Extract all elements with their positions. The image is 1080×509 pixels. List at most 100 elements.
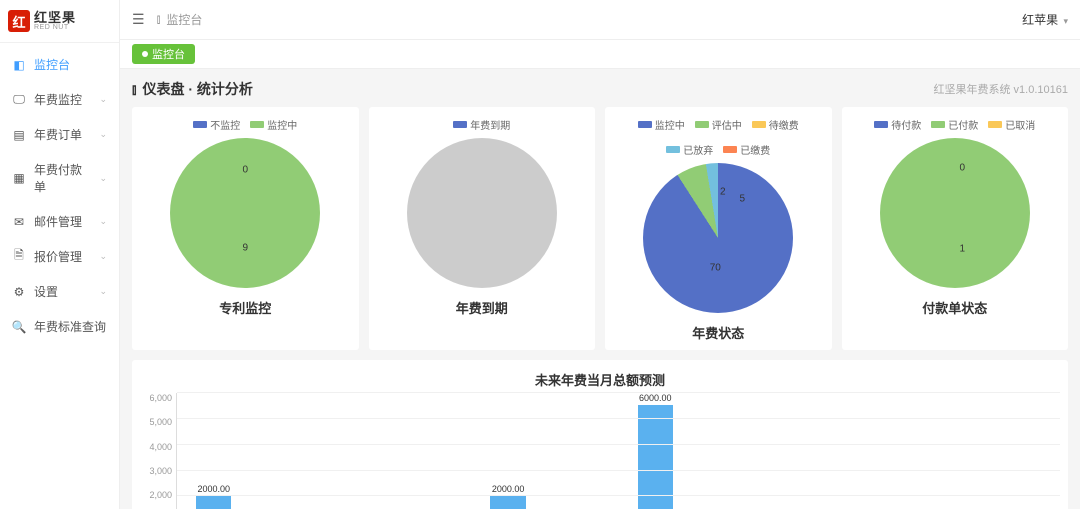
pie [170, 138, 320, 288]
pie-value-label: 2 [720, 186, 726, 197]
bar-col: 300.00 [692, 393, 766, 509]
page-title: ⫾ 仪表盘 · 统计分析 [132, 79, 253, 99]
legend-label: 已取消 [1005, 117, 1035, 132]
legend-label: 待缴费 [769, 117, 799, 132]
bar-col: 300.00 [839, 393, 913, 509]
sidebar-item-5[interactable]: 🗎 报价管理 ⌄ [0, 239, 119, 274]
bar-col: 0.00 [324, 393, 398, 509]
bar-chart-card: 未来年费当月总额预测 6,0005,0004,0003,0002,0001,00… [132, 360, 1068, 509]
user-name: 红苹果 [1022, 13, 1058, 27]
grid-line [177, 418, 1060, 419]
y-tick: 4,000 [149, 442, 172, 452]
logo-text-cn: 红坚果 [34, 11, 76, 24]
y-tick: 2,000 [149, 490, 172, 500]
bar-value-label: 2000.00 [492, 484, 525, 494]
nav-label: 年费订单 [34, 126, 91, 143]
legend-label: 已缴费 [740, 142, 770, 157]
sidebar-item-7[interactable]: 🔍 年费标准查询 [0, 309, 119, 344]
topbar: ☰ ⫾ 监控台 红苹果 ▾ [120, 0, 1080, 40]
pie-chart: 7052 [643, 163, 793, 313]
legend: 监控中评估中 待缴费已放弃 已缴费 [613, 117, 824, 157]
chevron-down-icon: ⌄ [99, 286, 107, 297]
pie-chart [407, 138, 557, 288]
nav-icon: ◧ [12, 58, 26, 72]
page-titlebar: ⫾ 仪表盘 · 统计分析 红坚果年费系统 v1.0.10161 [132, 79, 1068, 99]
legend-swatch [638, 121, 652, 128]
pie-title: 年费到期 [456, 298, 508, 317]
bar-value-label: 6000.00 [639, 393, 672, 403]
pie-card-0: 不监控监控中 09 专利监控 [132, 107, 359, 350]
main: ☰ ⫾ 监控台 红苹果 ▾ 监控台 ⫾ 仪表盘 · 统计分析 [120, 0, 1080, 509]
logo: 红 红坚果 RED NUT [0, 0, 119, 43]
legend-item[interactable]: 待缴费 [752, 117, 799, 132]
bar-chart-title: 未来年费当月总额预测 [140, 370, 1060, 389]
y-tick: 3,000 [149, 466, 172, 476]
legend-item[interactable]: 监控中 [250, 117, 297, 132]
bar-col: 0.00 [398, 393, 472, 509]
user-menu[interactable]: 红苹果 ▾ [1022, 11, 1068, 28]
bar-rect[interactable] [638, 405, 673, 509]
grid-line [177, 495, 1060, 496]
pie-cards: 不监控监控中 09 专利监控年费到期 年费到期监控中评估中待缴费已放弃已缴费 7… [132, 107, 1068, 350]
y-axis: 6,0005,0004,0003,0002,0001,0000 [140, 393, 176, 509]
legend-label: 监控中 [655, 117, 685, 132]
y-tick: 6,000 [149, 393, 172, 403]
version-text: 红坚果年费系统 v1.0.10161 [934, 81, 1069, 97]
breadcrumb-label[interactable]: 监控台 [166, 11, 202, 28]
chevron-down-icon: ⌄ [99, 216, 107, 227]
sidebar-item-6[interactable]: ⚙ 设置 ⌄ [0, 274, 119, 309]
pie-chart: 09 [170, 138, 320, 288]
sidebar-item-2[interactable]: ▤ 年费订单 ⌄ [0, 117, 119, 152]
logo-mark: 红 [8, 10, 30, 32]
bar-rect[interactable] [196, 496, 231, 509]
sidebar-item-0[interactable]: ◧ 监控台 [0, 47, 119, 82]
legend-item[interactable]: 不监控 [193, 117, 240, 132]
menu-toggle-icon[interactable]: ☰ [132, 11, 145, 28]
pie-title: 年费状态 [692, 323, 744, 342]
tab-dot-icon [142, 51, 148, 57]
chevron-down-icon: ⌄ [99, 129, 107, 140]
pie-chart: 01 [880, 138, 1030, 288]
legend-label: 待付款 [891, 117, 921, 132]
pie-value-label: 0 [959, 163, 965, 174]
legend-swatch [250, 121, 264, 128]
legend-label: 监控中 [267, 117, 297, 132]
chart-icon: ⫾ [157, 12, 161, 27]
legend-swatch [695, 121, 709, 128]
bars: 2000.00 0.00 0.00 0.00 2000.00 0.00 6000… [177, 393, 1060, 509]
pie-value-label: 5 [739, 194, 745, 205]
plot-area: 2000.00 0.00 0.00 0.00 2000.00 0.00 6000… [176, 393, 1060, 509]
sidebar-item-1[interactable]: 🖵 年费监控 ⌄ [0, 82, 119, 117]
tab-monitor[interactable]: 监控台 [132, 44, 195, 64]
bar-chart-icon: ⫾ [132, 81, 136, 98]
legend-item[interactable]: 待付款 [874, 117, 921, 132]
pie-card-1: 年费到期 年费到期 [369, 107, 596, 350]
legend-swatch [453, 121, 467, 128]
bar-col: 0.00 [251, 393, 325, 509]
legend-item[interactable]: 已付款 [931, 117, 978, 132]
legend-item[interactable]: 评估中 [695, 117, 742, 132]
legend-item[interactable]: 年费到期 [453, 117, 510, 132]
tabs-row: 监控台 [120, 40, 1080, 69]
bar-rect[interactable] [490, 496, 525, 509]
bar-chart: 6,0005,0004,0003,0002,0001,0000 2000.00 … [140, 393, 1060, 509]
nav-label: 年费监控 [34, 91, 91, 108]
legend-label: 已放弃 [683, 142, 713, 157]
nav-label: 报价管理 [34, 248, 91, 265]
legend-item[interactable]: 已取消 [988, 117, 1035, 132]
nav-icon: ▦ [12, 171, 26, 185]
chevron-down-icon: ▾ [1063, 16, 1068, 26]
content: ⫾ 仪表盘 · 统计分析 红坚果年费系统 v1.0.10161 不监控 监控中 0… [120, 69, 1080, 509]
nav: ◧ 监控台 🖵 年费监控 ⌄▤ 年费订单 ⌄▦ 年费付款单 ⌄✉ 邮件管理 ⌄🗎… [0, 43, 119, 509]
pie-value-label: 0 [242, 164, 248, 175]
legend-item[interactable]: 已放弃 [666, 142, 713, 157]
legend-item[interactable]: 已缴费 [723, 142, 770, 157]
tab-label: 监控台 [152, 46, 185, 62]
bar-col: 600.00 [913, 393, 987, 509]
sidebar-item-4[interactable]: ✉ 邮件管理 ⌄ [0, 204, 119, 239]
legend-item[interactable]: 监控中 [638, 117, 685, 132]
sidebar-item-3[interactable]: ▦ 年费付款单 ⌄ [0, 152, 119, 204]
bar-col: 2000.00 [177, 393, 251, 509]
nav-icon: ⚙ [12, 285, 26, 299]
pie [643, 163, 793, 313]
